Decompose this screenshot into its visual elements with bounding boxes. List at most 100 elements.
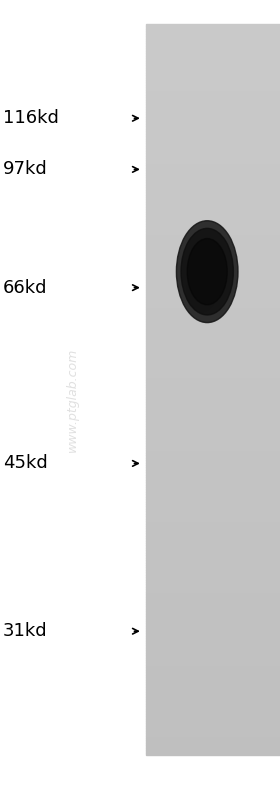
Bar: [146, 87, 280, 89]
Bar: [146, 78, 280, 80]
Bar: [146, 66, 280, 68]
Bar: [146, 358, 280, 360]
Bar: [146, 590, 280, 592]
Bar: [146, 616, 280, 618]
Text: 45kd: 45kd: [3, 455, 48, 472]
Bar: [146, 479, 280, 482]
Bar: [146, 304, 280, 307]
Bar: [146, 400, 280, 402]
Bar: [146, 497, 280, 499]
Bar: [146, 24, 280, 26]
Bar: [146, 360, 280, 363]
Bar: [146, 539, 280, 541]
Bar: [146, 487, 280, 490]
Bar: [146, 80, 280, 82]
Bar: [146, 180, 280, 182]
Bar: [146, 31, 280, 34]
Bar: [146, 314, 280, 316]
Bar: [146, 492, 280, 495]
Bar: [146, 202, 280, 205]
Bar: [146, 82, 280, 85]
Bar: [146, 609, 280, 611]
Bar: [146, 511, 280, 514]
Bar: [146, 209, 280, 212]
Bar: [146, 236, 280, 238]
Bar: [146, 253, 280, 256]
Bar: [146, 197, 280, 200]
Bar: [146, 577, 280, 579]
Bar: [146, 256, 280, 258]
Bar: [146, 151, 280, 153]
Bar: [146, 602, 280, 604]
Bar: [146, 472, 280, 475]
Bar: [146, 333, 280, 336]
Bar: [146, 667, 280, 670]
Bar: [146, 460, 280, 463]
Bar: [146, 699, 280, 702]
Bar: [146, 504, 280, 507]
Bar: [146, 521, 280, 523]
Bar: [146, 309, 280, 312]
Bar: [146, 233, 280, 236]
Bar: [146, 316, 280, 319]
Bar: [146, 638, 280, 641]
Bar: [146, 743, 280, 745]
Bar: [146, 535, 280, 539]
Bar: [146, 126, 280, 129]
Bar: [146, 46, 280, 48]
Bar: [146, 226, 280, 229]
Bar: [146, 392, 280, 395]
Bar: [146, 641, 280, 643]
Text: 66kd: 66kd: [3, 279, 47, 296]
Bar: [146, 741, 280, 743]
Bar: [146, 562, 280, 565]
Bar: [146, 636, 280, 638]
Bar: [146, 102, 280, 105]
Bar: [146, 97, 280, 100]
Bar: [146, 738, 280, 741]
Bar: [146, 560, 280, 562]
Bar: [146, 312, 280, 314]
Bar: [146, 426, 280, 428]
Bar: [146, 523, 280, 526]
Bar: [146, 745, 280, 748]
Bar: [146, 129, 280, 131]
Bar: [146, 526, 280, 528]
Bar: [146, 26, 280, 29]
Bar: [146, 182, 280, 185]
Bar: [146, 533, 280, 536]
Bar: [146, 435, 280, 438]
Bar: [146, 748, 280, 750]
Bar: [146, 277, 280, 280]
Bar: [146, 409, 280, 411]
Bar: [146, 723, 280, 725]
Bar: [146, 384, 280, 387]
Bar: [146, 365, 280, 368]
Bar: [146, 136, 280, 138]
Bar: [146, 443, 280, 446]
Bar: [146, 375, 280, 377]
Bar: [146, 546, 280, 548]
Bar: [146, 246, 280, 248]
Bar: [146, 258, 280, 260]
Bar: [146, 543, 280, 546]
Bar: [146, 68, 280, 70]
Bar: [146, 599, 280, 602]
Bar: [146, 353, 280, 356]
Bar: [146, 594, 280, 597]
Bar: [146, 377, 280, 380]
Bar: [146, 514, 280, 516]
Bar: [146, 70, 280, 73]
Bar: [146, 63, 280, 66]
Bar: [146, 119, 280, 121]
Bar: [146, 711, 280, 714]
Bar: [146, 630, 280, 633]
Bar: [146, 502, 280, 504]
Bar: [146, 733, 280, 736]
Bar: [146, 319, 280, 321]
Bar: [146, 714, 280, 716]
Bar: [146, 229, 280, 231]
Text: 31kd: 31kd: [3, 622, 47, 640]
Bar: [146, 423, 280, 426]
Bar: [146, 207, 280, 209]
